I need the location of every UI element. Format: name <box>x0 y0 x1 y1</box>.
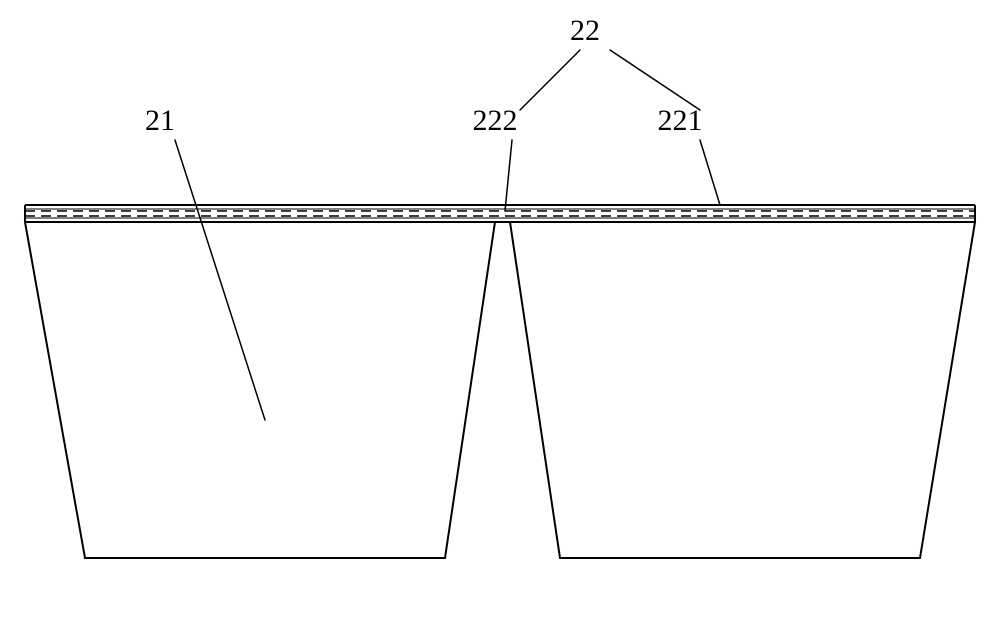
label-22: 22 <box>570 14 600 47</box>
label-21: 21 <box>145 104 175 137</box>
label-221: 221 <box>658 104 703 137</box>
label-222: 222 <box>473 104 518 137</box>
canvas-bg <box>0 0 1000 630</box>
